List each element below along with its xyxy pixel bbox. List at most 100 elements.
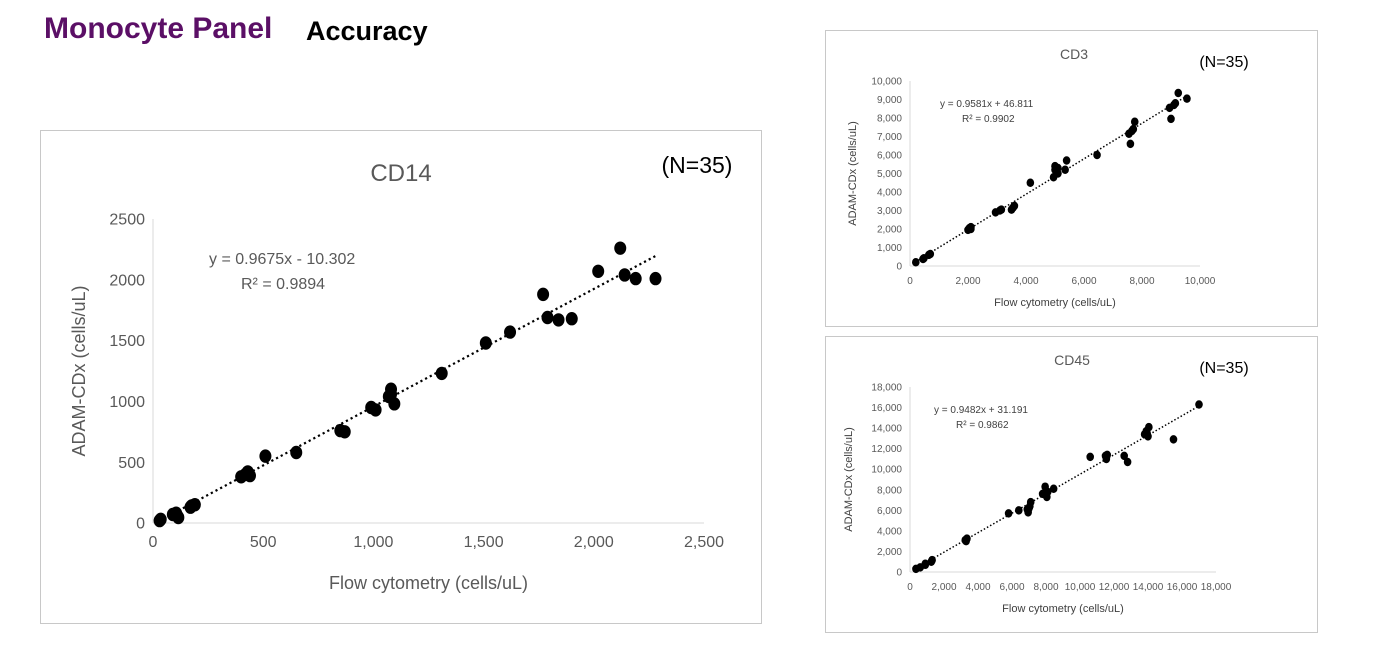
x-tick-label: 1,500: [464, 534, 504, 551]
y-tick-label: 2000: [109, 272, 145, 289]
chart-cd14-container: 0 500 1,000 1,500 2,000 2,500 0 500 1000 1500 2000…: [40, 130, 762, 624]
data-point: [1015, 506, 1023, 515]
y-tick-label: 6,000: [877, 151, 902, 162]
data-point: [154, 512, 167, 527]
data-point: [1120, 451, 1128, 461]
y-tick-label: 0: [896, 568, 902, 579]
x-tick-label: 0: [149, 534, 158, 551]
x-tick-label: 12,000: [1099, 582, 1130, 593]
data-point: [649, 271, 662, 286]
data-point: [552, 313, 565, 327]
data-point: [1128, 126, 1136, 136]
data-point: [1174, 88, 1183, 98]
data-point: [614, 241, 627, 255]
data-point: [618, 268, 631, 282]
y-axis-label: ADAM-CDx (cells/uL): [843, 427, 855, 532]
chart-cd14: 0 500 1,000 1,500 2,000 2,500 0 500 1000 1500 2000…: [69, 152, 733, 593]
data-point: [1061, 165, 1069, 175]
data-point: [1195, 400, 1203, 409]
y-axis-label: ADAM-CDx (cells/uL): [69, 285, 89, 456]
data-point: [338, 425, 351, 439]
data-point: [1004, 509, 1013, 518]
y-tick-label: 16,000: [871, 403, 902, 414]
data-point: [1143, 428, 1151, 438]
y-tick-label: 6,000: [877, 506, 902, 517]
data-point: [565, 311, 578, 326]
data-point: [1103, 450, 1111, 460]
regression-equation: y = 0.9675x - 10.302: [209, 251, 355, 268]
data-point: [629, 271, 642, 286]
data-point: [1026, 178, 1035, 188]
data-point: [435, 366, 448, 381]
sample-size-label: (N=35): [662, 152, 733, 178]
data-point: [1123, 457, 1132, 467]
data-point: [239, 467, 252, 482]
data-point: [170, 506, 183, 520]
chart-cd3-container: 0 2,000 4,000 6,000 8,000 10,000 0 1,000 2,000 3,…: [825, 30, 1318, 327]
data-point: [912, 258, 920, 267]
y-tick-label: 3,000: [877, 206, 902, 217]
x-tick-label: 4,000: [1013, 276, 1038, 287]
y-tick-label: 9,000: [877, 95, 902, 106]
regression-equation: y = 0.9581x + 46.811: [940, 99, 1034, 110]
x-axis-label: Flow cytometry (cells/uL): [994, 297, 1116, 309]
x-tick-label: 6,000: [1071, 276, 1096, 287]
data-point: [1183, 94, 1191, 103]
chart-cd45: 0 2,000 4,000 6,000 8,000 10,000 12,000 14,000 1…: [843, 352, 1249, 615]
data-point: [927, 557, 936, 566]
y-tick-label: 0: [896, 262, 902, 273]
y-tick-label: 4,000: [877, 188, 902, 199]
chart-cd3: 0 2,000 4,000 6,000 8,000 10,000 0 1,000 2,000 3,…: [847, 46, 1249, 309]
data-point: [1093, 150, 1101, 160]
data-point: [1049, 484, 1058, 494]
y-tick-label: 2500: [109, 212, 145, 229]
data-point: [259, 449, 272, 463]
r-squared-label: R² = 0.9862: [956, 420, 1009, 431]
chart-title: CD3: [1060, 46, 1088, 62]
sample-size-label: (N=35): [1199, 54, 1248, 71]
data-point: [961, 535, 970, 545]
data-point: [1167, 114, 1175, 124]
r-squared-label: R² = 0.9894: [241, 276, 325, 293]
data-point: [504, 325, 517, 339]
r-squared-label: R² = 0.9902: [962, 114, 1015, 125]
x-tick-label: 8,000: [1033, 582, 1058, 593]
data-point: [1169, 435, 1178, 444]
x-axis-label: Flow cytometry (cells/uL): [1002, 603, 1124, 615]
trendline: [159, 255, 657, 522]
data-point: [1126, 139, 1135, 149]
chart-cd45-container: 0 2,000 4,000 6,000 8,000 10,000 12,000 14,000 1…: [825, 336, 1318, 633]
x-tick-label: 8,000: [1129, 276, 1154, 287]
x-tick-label: 10,000: [1185, 276, 1216, 287]
trendline: [915, 96, 1186, 263]
y-tick-label: 10,000: [871, 77, 902, 88]
y-tick-label: 1,000: [877, 243, 902, 254]
x-tick-label: 16,000: [1167, 582, 1198, 593]
y-tick-label: 18,000: [871, 383, 902, 394]
data-point: [592, 264, 605, 279]
x-tick-label: 2,000: [931, 582, 956, 593]
data-point: [1170, 100, 1178, 110]
data-point: [541, 310, 554, 325]
y-tick-label: 2,000: [877, 547, 902, 558]
data-point: [1130, 117, 1139, 126]
y-tick-label: 1500: [109, 333, 145, 350]
x-tick-label: 4,000: [965, 582, 990, 593]
data-point: [996, 206, 1004, 215]
data-point: [921, 560, 930, 570]
sample-size-label: (N=35): [1199, 360, 1248, 377]
chart-title: CD45: [1054, 352, 1090, 368]
data-point: [1042, 490, 1050, 500]
slide-title: Monocyte Panel: [44, 12, 273, 45]
x-tick-label: 500: [250, 534, 277, 551]
x-tick-label: 18,000: [1201, 582, 1232, 593]
y-axis-label: ADAM-CDx (cells/uL): [847, 121, 859, 226]
data-point: [290, 445, 303, 460]
y-tick-label: 5,000: [877, 169, 902, 180]
x-tick-label: 0: [907, 276, 913, 287]
x-tick-label: 1,000: [353, 534, 393, 551]
x-axis-label: Flow cytometry (cells/uL): [329, 573, 528, 593]
x-tick-label: 2,500: [684, 534, 724, 551]
x-tick-label: 2,000: [574, 534, 614, 551]
data-point: [537, 287, 550, 302]
